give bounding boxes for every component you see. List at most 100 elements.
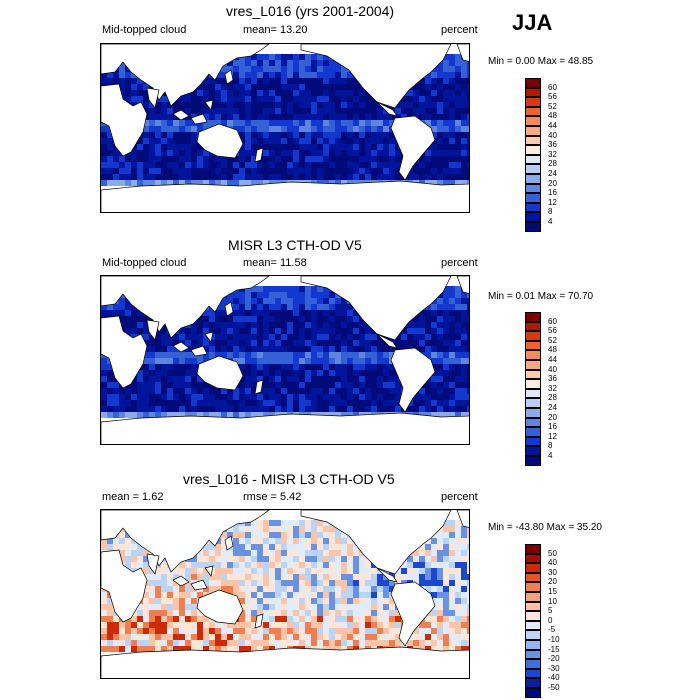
colorbar-tick-label: 60 [548, 316, 557, 326]
colorbar-tick-label: -10 [548, 635, 560, 644]
continent-outline [101, 315, 148, 389]
colorbar-cell [525, 544, 541, 554]
continent-outline [101, 180, 469, 212]
continent-outline [390, 581, 436, 647]
colorbar-tick-label: 40 [548, 364, 557, 374]
colorbar-tick-label: 30 [548, 567, 557, 577]
colorbar-cell [525, 340, 541, 351]
colorbar-cell [525, 78, 541, 88]
colorbar-tick-label: 16 [548, 422, 557, 432]
colorbar-tick-label: 8 [548, 441, 553, 451]
continent-outline [376, 101, 398, 117]
colorbar-cell [525, 331, 541, 341]
season-label: JJA [512, 10, 553, 35]
colorbar-tick-label: 44 [548, 355, 557, 364]
panel-2-left-label: Mid-topped cloud [102, 257, 187, 269]
colorbar-cell [525, 417, 541, 428]
colorbar-cell [525, 97, 541, 107]
colorbar-cell [525, 446, 541, 456]
continent-outline [172, 99, 214, 125]
colorbar-cell [525, 639, 541, 650]
colorbar-tick-label: 40 [548, 558, 557, 568]
continent-outline [390, 115, 436, 181]
colorbar-cell [525, 572, 541, 583]
map-canvas [101, 276, 469, 444]
colorbar-tick-label: 60 [548, 82, 557, 92]
colorbar-tick-label: 15 [548, 587, 557, 596]
colorbar-tick-label: -5 [548, 625, 556, 635]
colorbar-cell [525, 620, 541, 631]
colorbar-cell [525, 427, 541, 437]
colorbar-cell [525, 359, 541, 370]
panel-1-minmax: Min = 0.00 Max = 48.85 [488, 56, 594, 67]
colorbar-tick-label: 20 [548, 178, 557, 188]
continent-outline [300, 510, 452, 575]
continent-outline [254, 379, 264, 395]
colorbar-cell [525, 687, 541, 698]
colorbar-tick-label: 8 [548, 207, 553, 217]
continent-outline [101, 549, 148, 623]
colorbar-cell [525, 87, 541, 98]
continent-outline [456, 510, 469, 528]
colorbar-cell [525, 212, 541, 222]
continent-outline [101, 510, 270, 573]
colorbar-tick-label: 4 [548, 217, 553, 226]
colorbar-cell [525, 369, 541, 380]
colorbar-cell [525, 164, 541, 174]
colorbar-tick-label: 52 [548, 335, 557, 345]
colorbar-tick-label: 56 [548, 92, 557, 102]
colorbar-cell [525, 436, 541, 447]
colorbar-cell [525, 601, 541, 612]
colorbar-tick-label: 48 [548, 111, 557, 121]
colorbar-tick-label: -20 [548, 654, 560, 664]
colorbar-cell [525, 630, 541, 640]
continent-outline [146, 87, 160, 109]
colorbar-tick-label: 32 [548, 383, 557, 393]
continent-outline [101, 83, 148, 157]
panel-2-minmax: Min = 0.01 Max = 70.70 [488, 291, 594, 302]
continent-outline [254, 147, 264, 163]
continent-outline [146, 319, 160, 341]
continent-outline [196, 589, 244, 625]
colorbar-cell [525, 379, 541, 389]
panel-3-mean-label: mean = 1.62 [102, 491, 164, 503]
colorbar-cell [525, 106, 541, 117]
colorbar-cell [525, 563, 541, 573]
colorbar-tick-label: -40 [548, 673, 560, 683]
panel-1-map [100, 43, 470, 213]
map-canvas [101, 44, 469, 212]
panel-3-title: vres_L016 - MISR L3 CTH-OD V5 [183, 471, 395, 487]
colorbar-cell [525, 350, 541, 360]
colorbar-cell [525, 173, 541, 184]
continent-outline [101, 646, 469, 678]
colorbar-cell [525, 202, 541, 213]
panel-2-mean-label: mean= 11.58 [243, 257, 307, 269]
continent-outline [146, 553, 160, 575]
colorbar-tick-label: 4 [548, 451, 553, 460]
panel-3-map [100, 509, 470, 679]
colorbar-cell [525, 321, 541, 332]
colorbar-tick-label: 52 [548, 101, 557, 111]
colorbar-cell [525, 154, 541, 165]
continent-outline [456, 44, 469, 62]
colorbar-tick-label: 24 [548, 169, 557, 178]
colorbar-tick-label: 12 [548, 197, 557, 207]
colorbar-tick-label: 40 [548, 130, 557, 140]
colorbar-tick-label: 5 [548, 606, 553, 616]
continent-outline [196, 355, 244, 391]
colorbar-tick-label: 28 [548, 393, 557, 403]
continent-outline [196, 123, 244, 159]
colorbar-tick-label: 56 [548, 326, 557, 336]
colorbar-tick-label: 12 [548, 431, 557, 441]
continent-outline [376, 567, 398, 583]
colorbar-tick-label: -15 [548, 644, 560, 654]
panel-2-units: percent [441, 257, 478, 269]
colorbar-cell [525, 221, 541, 232]
panel-1-left-label: Mid-topped cloud [102, 24, 187, 36]
colorbar-cell [525, 407, 541, 418]
colorbar-tick-label: 44 [548, 121, 557, 130]
colorbar-cell [525, 455, 541, 466]
panel-3-units: percent [441, 491, 478, 503]
continent-outline [101, 276, 270, 339]
colorbar-cell [525, 668, 541, 679]
